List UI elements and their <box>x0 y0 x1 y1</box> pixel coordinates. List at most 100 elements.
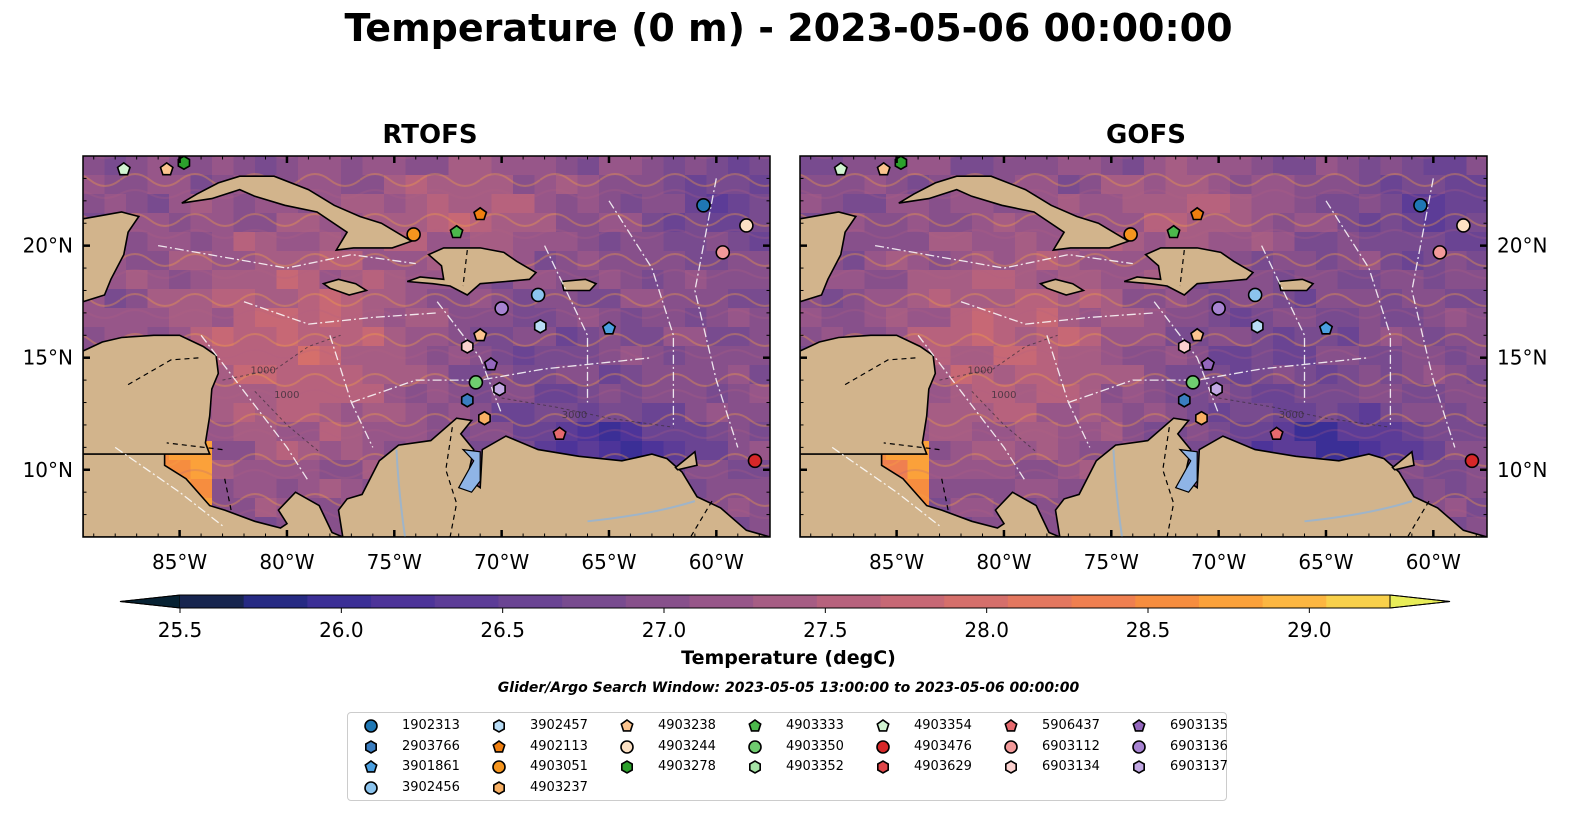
colorbar-label: Temperature (degC) <box>681 647 896 669</box>
y-tick-label: 15°N <box>23 346 73 370</box>
y-tick-label: 20°N <box>1497 234 1547 258</box>
float-marker-6903135 <box>483 356 499 371</box>
map-area: 1000 1000 3000 <box>83 156 770 537</box>
legend-label: 4902113 <box>530 738 588 754</box>
float-marker-3901861 <box>601 321 617 335</box>
legend-label: 4903333 <box>786 718 844 733</box>
float-marker-4903051 <box>1123 227 1138 242</box>
tick-marks <box>800 155 1487 538</box>
contour-label: 1000 <box>250 365 275 376</box>
legend-label: 4903238 <box>658 718 716 733</box>
float-legend: 1902313 2903766 3901861 3902456 3902457 49021… <box>347 712 1228 801</box>
float-marker-2903766 <box>460 392 474 408</box>
float-marker-4903350 <box>1185 375 1201 390</box>
colorbar-tick-label: 27.5 <box>803 618 848 640</box>
legend-label: 4903352 <box>786 759 844 774</box>
colorbar-segment <box>1262 595 1327 608</box>
search-window-caption: Glider/Argo Search Window: 2023-05-05 13… <box>497 680 1080 696</box>
legend-label: 6903137 <box>1170 759 1228 774</box>
colorbar-segment <box>180 595 245 608</box>
float-marker-4903237 <box>478 410 491 426</box>
colorbar-tick-label: 29.0 <box>1287 618 1332 640</box>
hexagon-marker-icon <box>493 780 505 795</box>
circle-marker-icon <box>364 719 378 733</box>
colorbar-segment <box>880 595 945 608</box>
float-marker-3902457 <box>1250 318 1264 334</box>
float-markers <box>116 156 763 469</box>
legend-label: 6903134 <box>1042 759 1100 774</box>
colorbar-segment <box>243 595 308 608</box>
hexagon-marker-icon <box>621 760 633 774</box>
legend-label: 4903278 <box>658 759 716 774</box>
float-marker-4902113 <box>473 206 488 221</box>
y-tick-label: 10°N <box>1497 458 1547 482</box>
hexagon-marker-icon <box>1133 760 1145 774</box>
float-markers <box>833 156 1480 469</box>
float-marker-6903112 <box>715 245 731 260</box>
figure-title: Temperature (0 m) - 2023-05-06 00:00:00 <box>344 6 1233 50</box>
map-frame <box>799 155 1488 538</box>
colorbar-segment <box>816 595 882 608</box>
colorbar-segment <box>1071 595 1136 608</box>
x-tick-label: 70°W <box>474 550 529 574</box>
y-tick-label: 15°N <box>1497 346 1547 370</box>
float-marker-4903238 <box>473 327 488 342</box>
float-marker-5906437 <box>552 426 567 440</box>
legend-label: 6903135 <box>1170 718 1228 733</box>
x-tick-label: 75°W <box>367 550 422 574</box>
float-marker-4903051 <box>406 227 421 242</box>
map-frame <box>82 155 771 538</box>
land-masses <box>83 156 770 537</box>
x-tick-label: 80°W <box>259 550 314 574</box>
colorbar-segment <box>944 595 1009 608</box>
float-marker-3901861 <box>1318 321 1334 335</box>
x-tick-label: 65°W <box>581 550 636 574</box>
colorbar-tick-label: 27.0 <box>642 618 687 640</box>
float-marker-4903476 <box>747 453 763 469</box>
float-marker-4903333 <box>1166 224 1181 239</box>
rtofs-map: 1000 1000 3000 85°W 80°W 75°W 70°W 65°W 60°W 20°N… <box>23 155 771 574</box>
float-marker-5906437 <box>1269 426 1284 440</box>
float-marker-4903354 <box>833 161 848 176</box>
land-masses <box>800 156 1487 537</box>
river <box>395 449 407 537</box>
hexagon-marker-icon <box>749 760 761 774</box>
float-marker-3902456 <box>1247 287 1263 303</box>
float-marker-4903350 <box>468 375 484 390</box>
pentagon-marker-icon <box>748 719 762 732</box>
x-tick-label: 60°W <box>1406 550 1461 574</box>
pentagon-marker-icon <box>364 760 378 773</box>
legend-label: 6903112 <box>1042 738 1100 754</box>
x-tick-label: 65°W <box>1298 550 1353 574</box>
legend-label: 4903237 <box>530 779 588 795</box>
country-borders <box>127 250 713 537</box>
colorbar-segment <box>307 595 372 608</box>
legend-label: 4903350 <box>786 738 844 754</box>
colorbar-segment <box>1007 595 1073 608</box>
float-marker-4903244 <box>1456 218 1471 233</box>
pentagon-marker-icon <box>1004 719 1018 732</box>
float-marker-4903354 <box>116 161 131 176</box>
circle-marker-icon <box>748 739 762 754</box>
river <box>1112 449 1124 537</box>
circle-marker-icon <box>1004 739 1018 754</box>
river <box>1304 500 1413 523</box>
lake-maracaibo <box>1174 448 1198 493</box>
float-marker-6903137 <box>1210 381 1223 397</box>
pentagon-marker-icon <box>620 719 634 732</box>
map-figure: 1000 1000 3000 85°W 80°W 75°W 70°W 65°W 60°W 20°N… <box>23 155 1547 640</box>
colorbar-segment <box>562 595 627 608</box>
float-marker-4903333 <box>449 224 464 239</box>
x-tick-label: 75°W <box>1084 550 1139 574</box>
gofs-map: 1000 1000 3000 85°W 80°W 75°W 70°W 65°W 60°W 20°N… <box>799 155 1547 574</box>
contour-label: 3000 <box>1279 410 1304 421</box>
circle-marker-icon <box>876 739 890 754</box>
float-marker-6903112 <box>1432 245 1448 260</box>
temperature-colorbar: 25.5 26.0 26.5 27.0 27.5 28.0 28.5 29.0 <box>119 594 1451 640</box>
colorbar-tick-label: 28.5 <box>1126 618 1171 640</box>
circle-marker-icon <box>364 780 378 795</box>
circle-marker-icon <box>1132 739 1146 754</box>
colorbar-tick-label: 25.5 <box>158 618 203 640</box>
eez-boundaries <box>831 178 1456 527</box>
x-tick-label: 70°W <box>1191 550 1246 574</box>
